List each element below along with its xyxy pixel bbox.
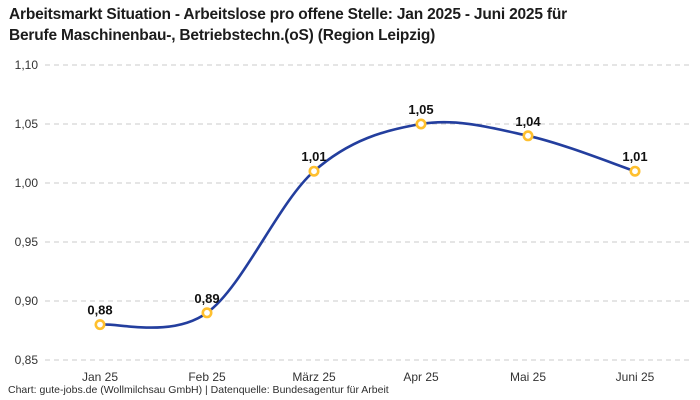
chart-title-line-1: Arbeitsmarkt Situation - Arbeitslose pro… — [9, 6, 567, 23]
data-point-marker — [629, 165, 641, 177]
data-point-marker — [415, 118, 427, 130]
series-line — [98, 120, 637, 329]
y-tick-label: 0,90 — [15, 294, 39, 308]
x-tick-label: Apr 25 — [403, 370, 439, 384]
data-point-marker — [94, 319, 106, 331]
y-tick-label: 0,85 — [15, 353, 39, 367]
data-point-label: 1,05 — [408, 102, 433, 117]
data-point-marker — [308, 165, 320, 177]
data-point-label: 0,88 — [87, 303, 112, 318]
data-point-marker — [201, 307, 213, 319]
chart-title-line-2: Berufe Maschinenbau-, Betriebstechn.(oS)… — [9, 27, 436, 44]
x-tick-label: Mai 25 — [510, 370, 546, 384]
x-tick-label: Juni 25 — [616, 370, 655, 384]
chart-source-caption: Chart: gute-jobs.de (Wollmilchsau GmbH) … — [8, 384, 389, 396]
x-tick-label: März 25 — [292, 370, 336, 384]
x-tick-label: Feb 25 — [188, 370, 226, 384]
y-tick-label: 1,00 — [15, 176, 39, 190]
data-point-label: 1,01 — [301, 149, 326, 164]
x-tick-label: Jan 25 — [82, 370, 118, 384]
data-point-marker — [522, 130, 534, 142]
y-tick-label: 0,95 — [15, 235, 39, 249]
y-tick-label: 1,05 — [15, 117, 39, 131]
chart-title: Arbeitsmarkt Situation - Arbeitslose pro… — [9, 4, 690, 46]
data-point-label: 1,04 — [515, 114, 541, 129]
data-point-label: 0,89 — [194, 291, 219, 306]
data-point-label: 1,01 — [622, 149, 647, 164]
y-tick-label: 1,10 — [15, 58, 39, 72]
